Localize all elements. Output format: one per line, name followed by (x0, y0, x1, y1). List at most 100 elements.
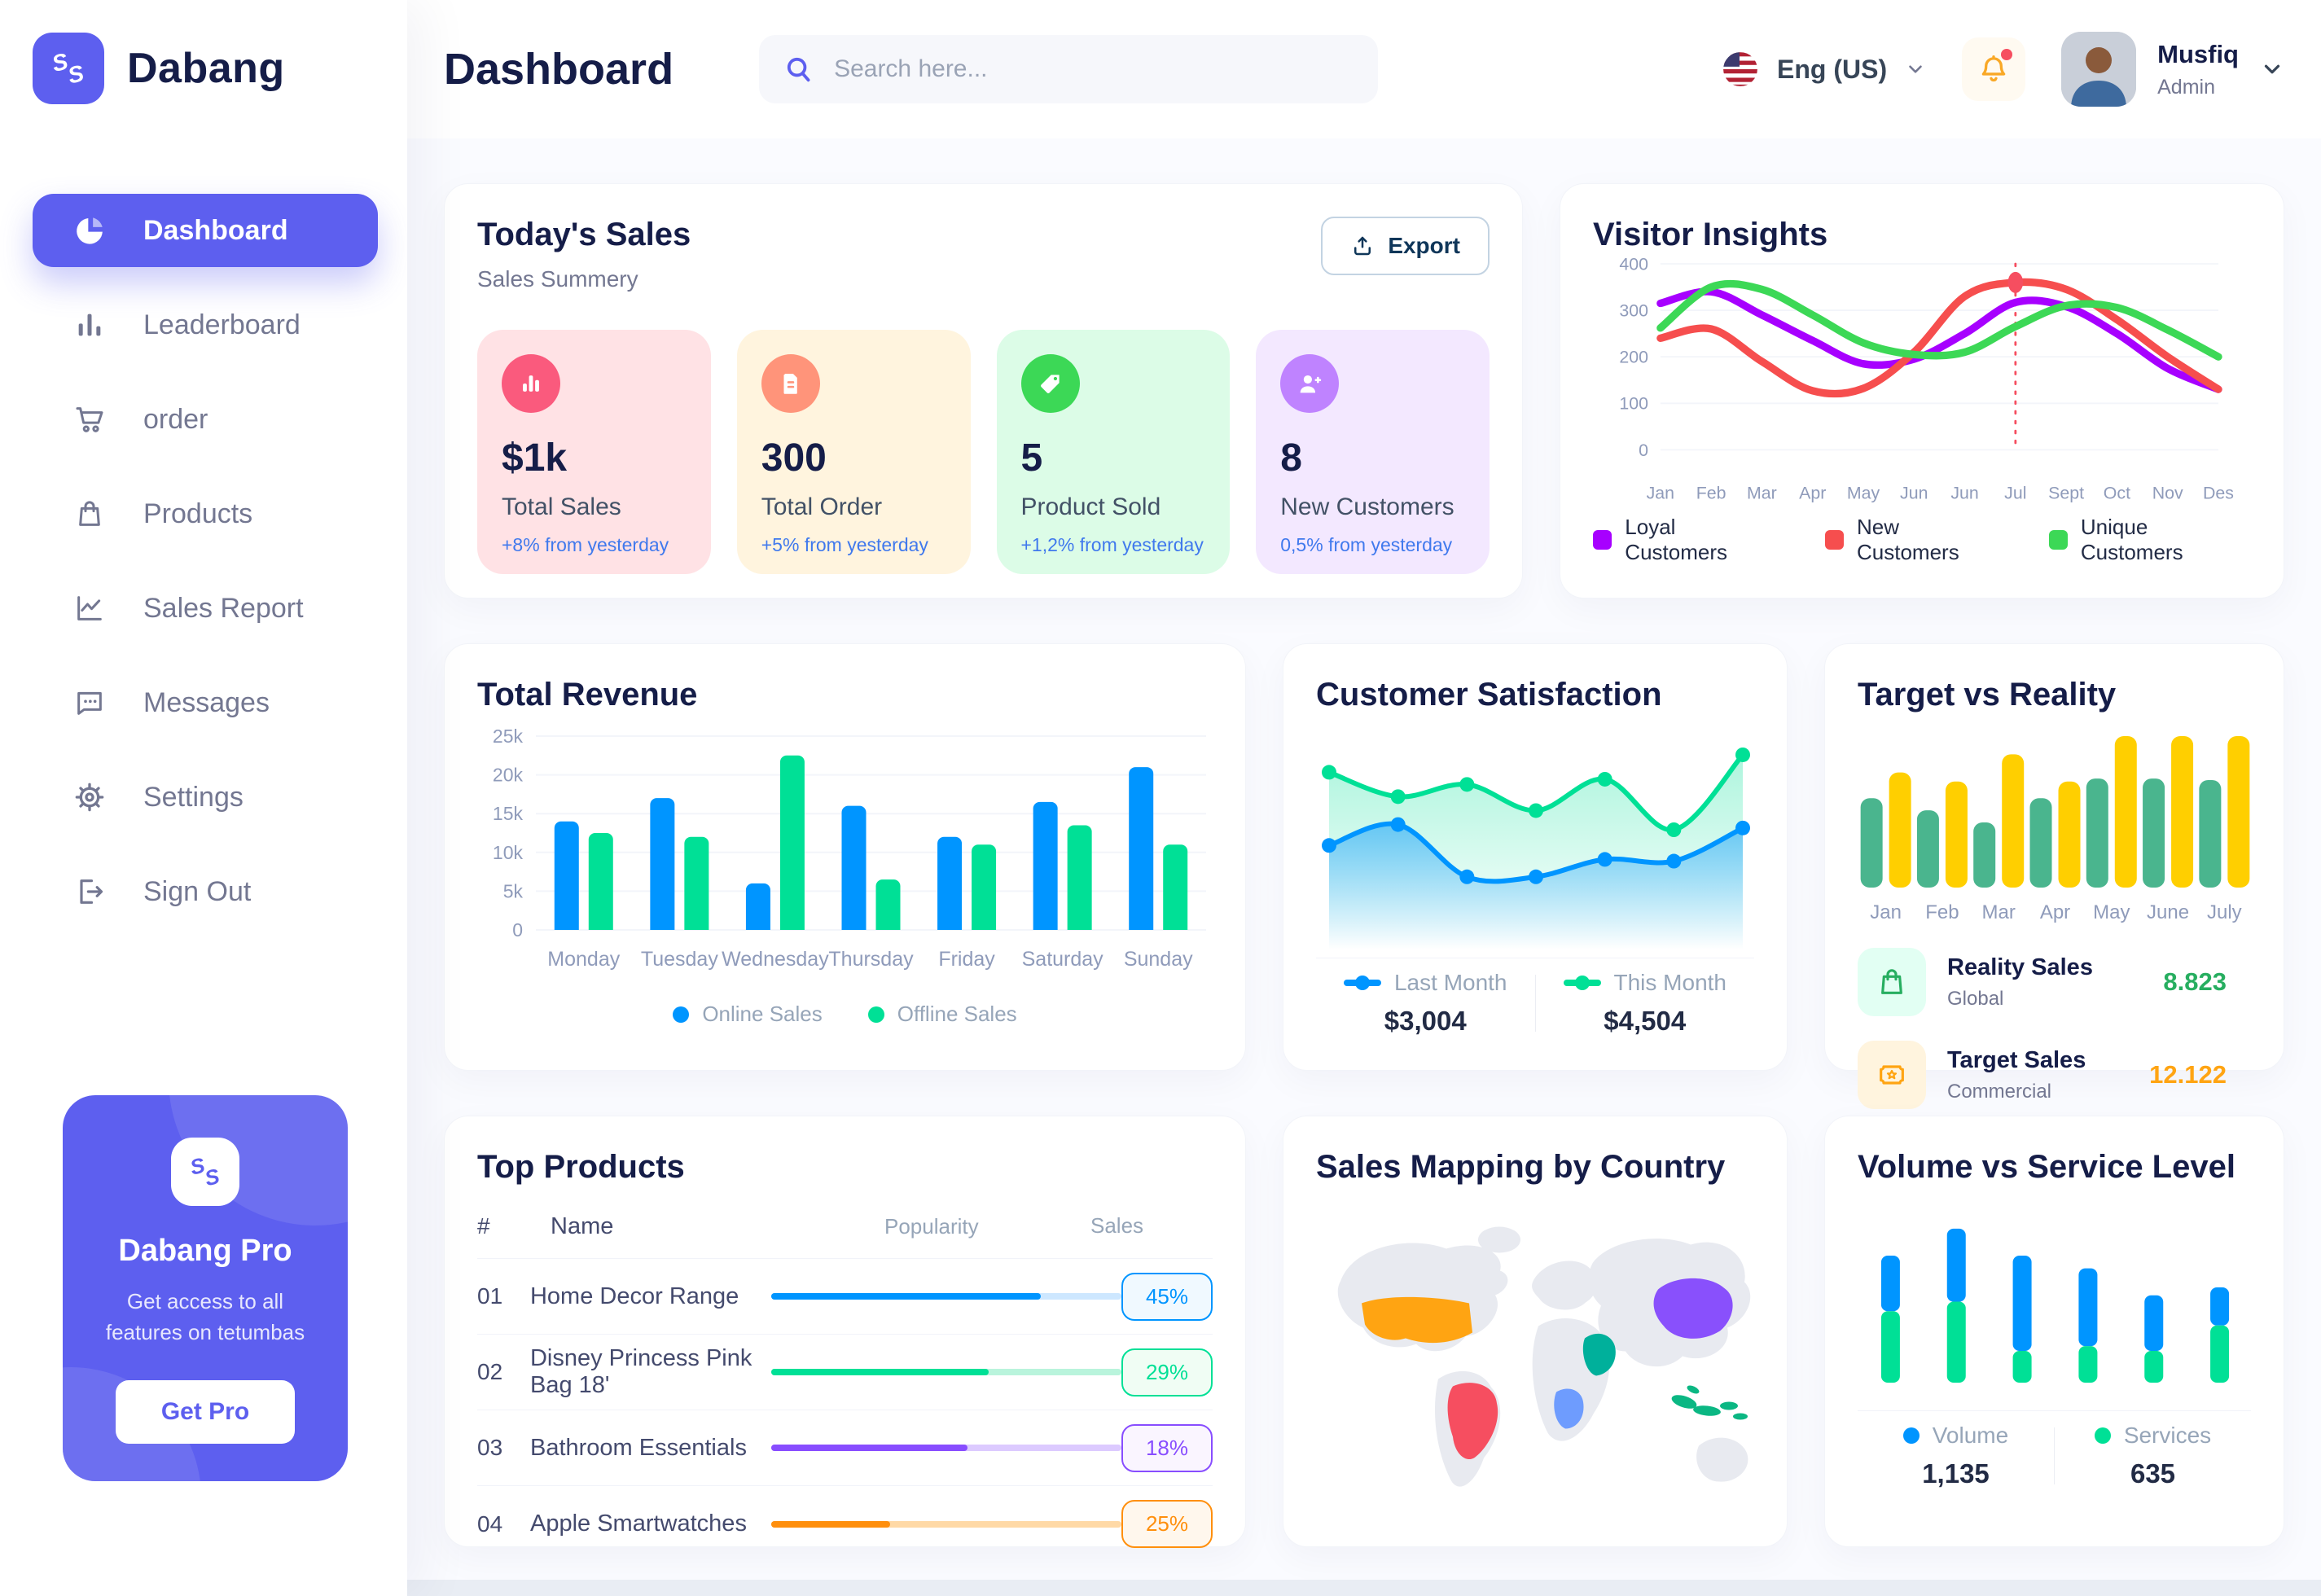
svg-text:S: S (65, 60, 86, 90)
search-input[interactable] (834, 55, 1354, 83)
svg-text:Saturday: Saturday (1022, 948, 1104, 971)
country-saudi (1582, 1333, 1616, 1376)
visitor-insights-card: Visitor Insights 0 100 200 300 400 Jan Feb Mar A… (1560, 183, 2284, 598)
sidebar-item-leaderboard[interactable]: Leaderboard (33, 288, 378, 362)
satisfaction-legend: Last Month $3,004 This Month $4,504 (1316, 970, 1754, 1037)
legend-swatch (1593, 530, 1612, 550)
svg-text:May: May (2093, 901, 2130, 923)
page-title: Dashboard (444, 45, 674, 94)
chevron-down-icon (2260, 57, 2284, 81)
sidebar-item-label: Sales Report (143, 592, 304, 624)
svg-text:Jan: Jan (1647, 484, 1674, 503)
dashboard-content: Today's Sales Sales Summery Export (407, 138, 2321, 1548)
svg-text:200: 200 (1619, 348, 1648, 367)
pie-chart-icon (72, 213, 107, 248)
volume-legend: Volume 1,135 Services 635 (1858, 1423, 2251, 1489)
popularity-bar (771, 1445, 1121, 1451)
svg-text:Sunday: Sunday (1124, 948, 1193, 971)
stats-row: $1k Total Sales +8% from yesterday 300 T… (477, 330, 1490, 574)
line-chart-icon (72, 590, 107, 626)
visitor-insights-chart: 0 100 200 300 400 Jan Feb Mar Apr May Jun Jun Jul Sep… (1619, 254, 2234, 503)
sidebar-item-label: Sign Out (143, 875, 252, 907)
table-row: 04 Apple Smartwatches 25% (477, 1486, 1213, 1562)
sidebar-item-label: Messages (143, 686, 270, 718)
svg-text:Sept: Sept (2048, 484, 2084, 503)
svg-text:Jun: Jun (1950, 484, 1978, 503)
svg-text:Nov: Nov (2152, 484, 2183, 503)
sidebar-item-label: Settings (143, 781, 244, 813)
divider (1858, 1410, 2251, 1411)
volume-service-card: Volume vs Service Level Volume 1,135 Ser… (1824, 1116, 2284, 1547)
sidebar-item-order[interactable]: order (33, 383, 378, 456)
sidebar-item-products[interactable]: Products (33, 477, 378, 550)
sidebar-item-label: Dashboard (143, 214, 288, 246)
notification-badge (2001, 49, 2013, 60)
user-menu[interactable]: Musfiq Admin (2061, 32, 2284, 107)
svg-text:0: 0 (512, 919, 523, 940)
table-row: 03 Bathroom Essentials 18% (477, 1410, 1213, 1486)
stat-total-order: 300 Total Order +5% from yesterday (736, 330, 971, 574)
target-vs-reality-chart: Jan Feb Mar Apr May June July (1860, 736, 2250, 923)
country-congo (1554, 1388, 1584, 1429)
visitor-legend: Loyal Customers New Customers Unique Cus… (1593, 515, 2251, 565)
sales-map-card: Sales Mapping by Country (1283, 1116, 1788, 1547)
sidebar-item-sign-out[interactable]: Sign Out (33, 855, 378, 928)
stat-product-sold: 5 Product Sold +1,2% from yesterday (996, 330, 1231, 574)
user-name: Musfiq (2157, 39, 2239, 68)
continent-australia (1696, 1437, 1748, 1482)
country-china (1653, 1278, 1733, 1339)
sidebar-menu: Dashboard Leaderboard order Products (33, 194, 378, 928)
customer-satisfaction-card: Customer Satisfaction Last Month $3,004 … (1283, 643, 1788, 1071)
svg-text:Jan: Jan (1870, 901, 1902, 923)
search-bar[interactable] (759, 35, 1379, 103)
bag-icon (1858, 948, 1926, 1016)
svg-text:July: July (2207, 901, 2242, 923)
bar-chart-icon (72, 307, 107, 343)
sidebar-item-messages[interactable]: Messages (33, 666, 378, 739)
topbar: Dashboard Eng (US) (407, 0, 2321, 138)
export-button[interactable]: Export (1321, 217, 1490, 275)
country-usa (1362, 1296, 1472, 1344)
popularity-bar (771, 1520, 1121, 1528)
sidebar-item-dashboard[interactable]: Dashboard (33, 194, 378, 267)
topbar-right: Eng (US) Musfiq Admin (1722, 32, 2284, 107)
svg-text:Jul: Jul (2004, 484, 2026, 503)
stat-new-customers: 8 New Customers 0,5% from yesterday (1256, 330, 1490, 574)
greenland (1478, 1226, 1520, 1253)
reality-sales-legend-row: Reality Sales Global 8.823 (1858, 948, 2251, 1016)
svg-text:Friday: Friday (938, 948, 995, 971)
volume-service-title: Volume vs Service Level (1858, 1149, 2235, 1185)
sidebar-item-sales-report[interactable]: Sales Report (33, 572, 378, 645)
ticket-icon (1858, 1041, 1926, 1109)
svg-text:20k: 20k (493, 765, 524, 786)
pro-subtitle: Get access to all features on tetumbas (105, 1289, 305, 1344)
language-selector[interactable]: Eng (US) (1722, 50, 1926, 88)
volume-service-chart (1880, 1228, 2230, 1383)
total-revenue-title: Total Revenue (477, 677, 698, 712)
pro-title: Dabang Pro (118, 1234, 292, 1268)
sales-badge: 18% (1121, 1423, 1213, 1472)
legend-dot (867, 1006, 884, 1023)
divider (1534, 975, 1536, 1032)
table-row: 01 Home Decor Range 45% (477, 1259, 1213, 1335)
svg-text:Thursday: Thursday (828, 948, 914, 971)
sales-badge: 45% (1121, 1272, 1213, 1321)
target-sales-legend-row: Target Sales Commercial 12.122 (1858, 1041, 2251, 1109)
get-pro-button[interactable]: Get Pro (115, 1380, 296, 1445)
us-flag-icon (1722, 50, 1759, 88)
table-header: # Name Popularity Sales (477, 1213, 1213, 1259)
svg-text:Monday: Monday (547, 948, 620, 971)
bell-icon (1981, 55, 2006, 82)
svg-text:10k: 10k (493, 842, 524, 863)
notifications-button[interactable] (1962, 37, 2026, 101)
svg-text:Jun: Jun (1900, 484, 1928, 503)
country-brazil (1447, 1383, 1498, 1460)
sidebar-item-settings[interactable]: Settings (33, 761, 378, 834)
sales-badge: 29% (1121, 1348, 1213, 1396)
main-area: Dashboard Eng (US) (407, 0, 2321, 1596)
svg-text:June: June (2147, 901, 2189, 923)
customer-satisfaction-title: Customer Satisfaction (1316, 677, 1662, 712)
